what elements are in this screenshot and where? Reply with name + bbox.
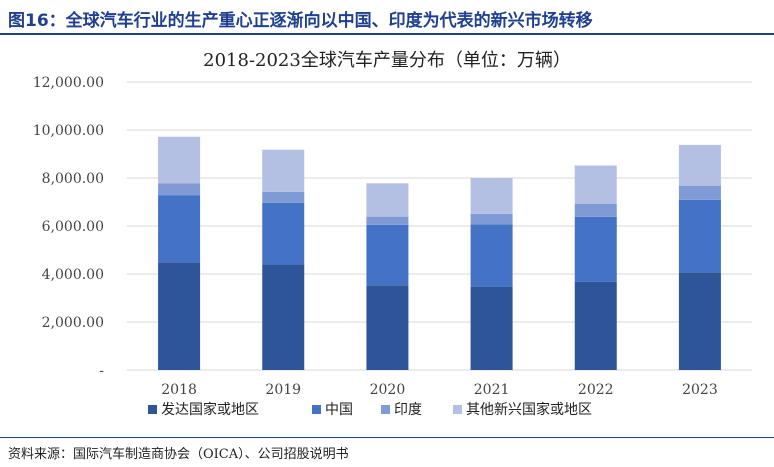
bar-stack: [470, 178, 513, 370]
bar-segment: [262, 264, 305, 370]
bar-stack: [158, 136, 201, 370]
bar-segment: [678, 144, 721, 186]
legend-swatch: [148, 405, 157, 414]
legend-label: 中国: [325, 402, 353, 418]
bar-segment: [470, 286, 513, 370]
legend-item: 印度: [381, 402, 422, 418]
bar-segment: [574, 216, 617, 282]
x-tick-label: 2020: [370, 382, 406, 398]
bar-segment: [574, 203, 617, 217]
bar-segment: [262, 202, 305, 265]
chart-title: 2018-2023全球汽车产量分布（单位：万辆）: [203, 50, 571, 71]
bar-segment: [158, 183, 201, 196]
bar-stack: [678, 144, 721, 370]
legend-swatch: [381, 405, 390, 414]
bar-segment: [574, 165, 617, 204]
x-tick-label: 2023: [682, 382, 718, 398]
y-tick-label: 10,000.00: [33, 123, 104, 139]
legend-label: 发达国家或地区: [161, 401, 259, 418]
bar-segment: [262, 149, 305, 192]
legend-label: 其他新兴国家或地区: [466, 401, 592, 418]
x-tick-label: 2019: [265, 382, 301, 398]
legend-item: 发达国家或地区: [148, 401, 259, 418]
bar-segment: [678, 272, 721, 370]
y-tick-label: 4,000.00: [42, 267, 104, 283]
top-rule: [0, 33, 774, 35]
x-axis: 2018 2019 2020 2021 2022 2023: [161, 382, 717, 398]
bar-stack: [366, 183, 409, 370]
x-tick-label: 2022: [578, 382, 614, 398]
bar-segment: [678, 185, 721, 200]
bar-segment: [574, 281, 617, 370]
legend-item: 其他新兴国家或地区: [453, 401, 592, 418]
bar-segment: [470, 213, 513, 225]
y-tick-label: 2,000.00: [42, 315, 104, 331]
gridlines: [127, 81, 752, 371]
bar-stack: [262, 149, 305, 370]
bar-stack: [574, 165, 617, 370]
legend-label: 印度: [394, 402, 422, 418]
y-axis: - 2,000.00 4,000.00 6,000.00 8,000.00 10,000.…: [33, 75, 105, 379]
bottom-rule: [0, 437, 774, 438]
bar-segment: [470, 224, 513, 287]
legend-swatch: [453, 405, 462, 414]
bar-segment: [158, 195, 201, 263]
bar-segment: [678, 199, 721, 273]
x-tick-label: 2018: [161, 382, 197, 398]
bar-segment: [366, 183, 409, 217]
source-note: 资料来源：国际汽车制造商协会（OICA）、公司招股说明书: [8, 447, 349, 462]
figure-title: 图16：全球汽车行业的生产重心正逐渐向以中国、印度为代表的新兴市场转移: [8, 11, 593, 31]
bar-segment: [366, 285, 409, 370]
bar-segment: [366, 224, 409, 286]
y-tick-label: 8,000.00: [42, 171, 104, 187]
stacked-bar-chart: 2018-2023全球汽车产量分布（单位：万辆） - 2,000.00 4,000.…: [33, 50, 752, 418]
y-tick-label: 6,000.00: [42, 219, 104, 235]
legend: 发达国家或地区 中国 印度 其他新兴国家或地区: [148, 401, 592, 418]
bar-stacks: [158, 136, 721, 370]
bar-segment: [366, 216, 409, 225]
legend-swatch: [312, 405, 321, 414]
bar-segment: [262, 191, 305, 203]
bar-segment: [470, 178, 513, 214]
bar-segment: [158, 262, 201, 370]
y-tick-label: 12,000.00: [33, 75, 104, 91]
bar-segment: [158, 136, 201, 184]
y-tick-label: -: [99, 363, 104, 379]
x-tick-label: 2021: [474, 382, 510, 398]
legend-item: 中国: [312, 402, 353, 418]
